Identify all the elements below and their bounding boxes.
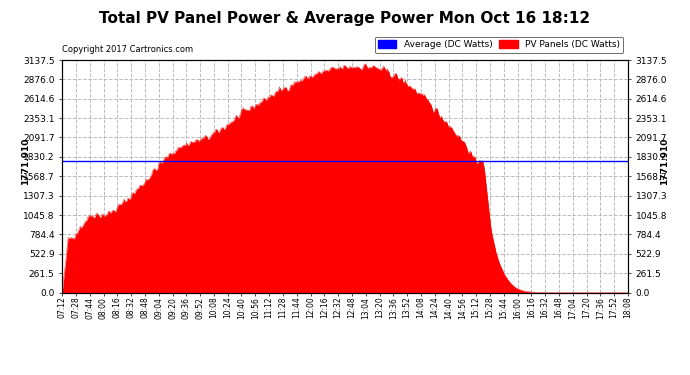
Legend: Average (DC Watts), PV Panels (DC Watts): Average (DC Watts), PV Panels (DC Watts) (375, 37, 623, 53)
Text: 1771.910: 1771.910 (660, 138, 669, 185)
Text: Total PV Panel Power & Average Power Mon Oct 16 18:12: Total PV Panel Power & Average Power Mon… (99, 11, 591, 26)
Text: 1771.910: 1771.910 (21, 138, 30, 185)
Text: Copyright 2017 Cartronics.com: Copyright 2017 Cartronics.com (62, 45, 193, 54)
